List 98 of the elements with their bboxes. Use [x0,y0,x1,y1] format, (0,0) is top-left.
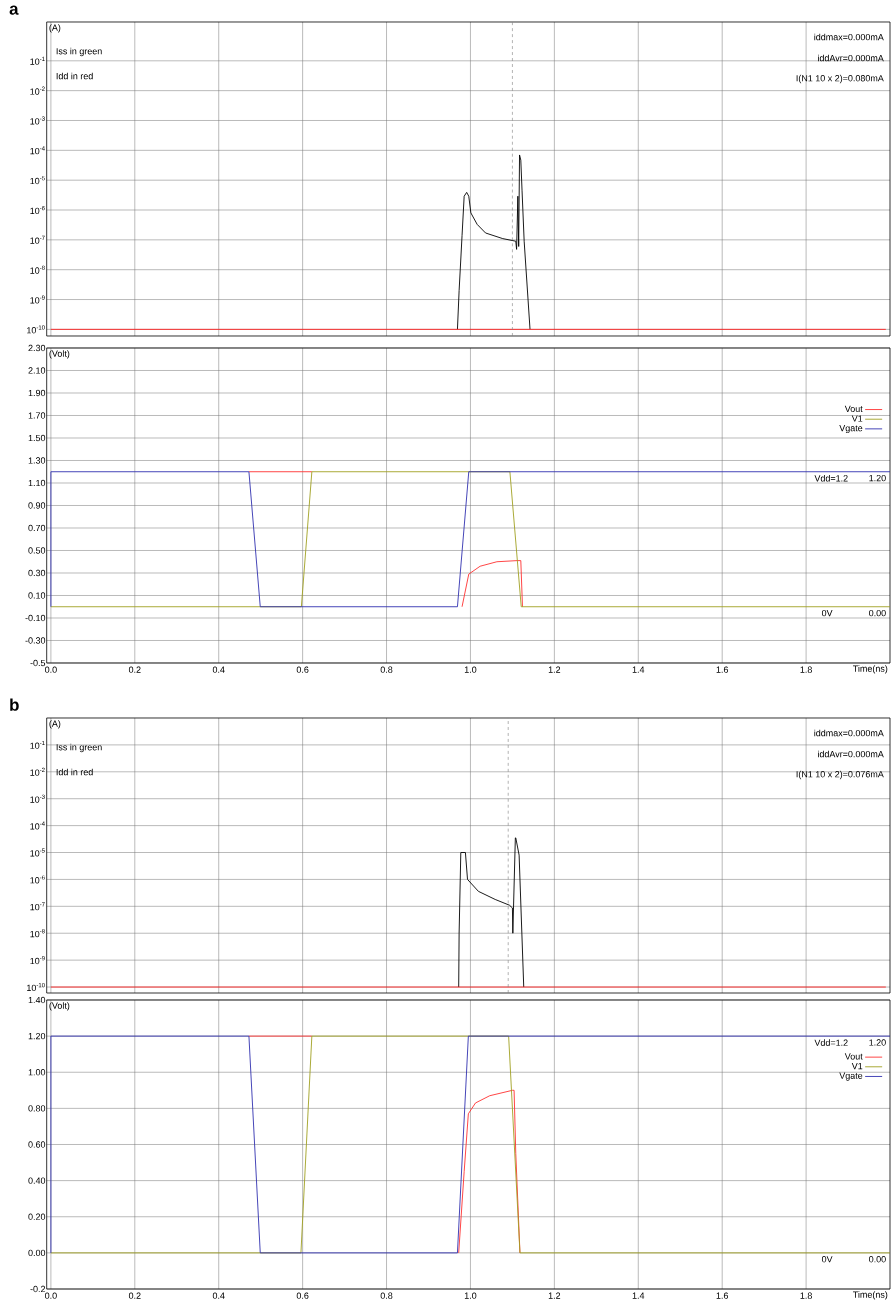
y-tick-label: 10$^{-10}$ [27,325,45,334]
y-tick-label: 1.50 [28,434,46,442]
annotation: Vdd=1.2 [814,474,848,482]
annotation: I(N1 10 x 2)=0.076mA [796,770,884,780]
x-tick-label: 0.6 [296,1292,309,1299]
x-tick-label: 0.4 [212,1292,225,1299]
annotation: 0.00 [869,609,886,617]
annotation: Idd in red [56,72,93,80]
line-series [458,837,525,988]
y-tick-label: 1.00 [28,1069,46,1076]
chart-title: a [9,5,19,15]
y-tick-label: 10$^{-7}$ [30,902,45,911]
annotation: iddmax=0.000mA [814,33,884,41]
y-tick-label: 1.70 [28,412,46,419]
y-axis-title: (A) [49,24,61,33]
x-axis-title: Time(ns) [852,665,888,674]
y-tick-label: 1.10 [28,479,46,487]
y-tick-label: 10$^{-2}$ [30,86,45,95]
y-tick-label: 10$^{-1}$ [30,56,45,65]
y-tick-label: -0.2 [30,1285,46,1293]
y-tick-label: 1.90 [28,389,46,397]
y-tick-label: 10$^{-3}$ [30,116,45,125]
annotation: 1.20 [869,1039,886,1046]
y-tick-label: 10$^{-7}$ [30,235,45,244]
x-tick-label: 1.0 [464,1292,477,1299]
legend-label: Vgate [839,425,863,434]
y-tick-label: 10$^{-10}$ [27,983,45,992]
y-tick-label: 1.30 [28,457,46,464]
annotation: 0V [821,1256,833,1263]
annotation: 1.20 [869,474,886,482]
annotation: iddAvr=0.000mA [818,54,884,62]
y-tick-label: 1.40 [28,996,46,1004]
x-tick-label: 0.6 [296,666,309,673]
x-tick-label: 1.6 [716,1292,729,1299]
x-tick-label: 0.2 [128,1292,141,1299]
y-tick-label: 0.90 [28,502,46,509]
y-tick-label: -0.30 [25,637,46,644]
y-tick-label: 10$^{-9}$ [30,956,45,965]
x-tick-label: 1.8 [800,666,812,673]
x-tick-label: 0.0 [45,1292,57,1299]
annotation: iddAvr=0.000mA [818,750,884,758]
y-tick-label: -0.10 [25,614,46,622]
annotation: 0.00 [869,1256,886,1263]
y-tick-label: 0.30 [28,569,46,577]
x-tick-label: 1.6 [716,666,729,673]
y-tick-label: 10$^{-8}$ [30,265,45,274]
legend-label: Vgate [839,1072,863,1081]
annotation: iddmax=0.000mA [814,729,884,737]
y-axis-title: (Volt) [49,350,70,359]
line-series [457,154,531,330]
y-tick-label: 10$^{-9}$ [30,295,45,304]
legend-label: V1 [851,1062,863,1070]
y-tick-label: 0.70 [28,524,46,532]
x-tick-label: 0.4 [212,666,225,673]
y-tick-label: 0.10 [28,592,46,599]
x-tick-label: 1.4 [632,666,645,673]
y-tick-label: 0.40 [28,1177,46,1184]
annotation: Iss in green [56,743,102,753]
legend-label: Vout [844,1053,863,1060]
x-tick-label: 1.0 [464,666,477,673]
y-tick-label: -0.5 [30,659,46,667]
legend-label: Vout [844,405,863,412]
annotation: Iss in green [56,47,102,57]
annotation: Idd in red [56,768,93,776]
annotation: Vdd=1.2 [814,1039,848,1046]
annotation: I(N1 10 x 2)=0.080mA [796,74,884,84]
y-tick-label: 2.30 [28,344,46,352]
x-tick-label: 0.8 [380,666,393,673]
x-tick-label: 1.8 [800,1292,812,1299]
y-tick-label: 1.20 [28,1032,46,1040]
y-axis-title: (A) [49,720,61,729]
y-tick-label: 0.00 [28,1249,46,1257]
x-axis-title: Time(ns) [852,1291,888,1300]
legend-label: V1 [851,415,863,422]
x-tick-label: 0.8 [380,1292,393,1299]
y-tick-label: 10$^{-8}$ [30,929,45,938]
x-tick-label: 1.2 [548,666,561,673]
y-tick-label: 10$^{-4}$ [30,821,45,830]
y-tick-label: 2.10 [28,367,46,374]
y-axis-title: (Volt) [49,1002,70,1011]
y-tick-label: 0.50 [28,547,46,554]
y-tick-label: 0.60 [28,1141,46,1148]
x-tick-label: 1.4 [632,1292,645,1299]
y-tick-label: 10$^{-3}$ [30,794,45,803]
x-tick-label: 0.2 [128,666,141,673]
y-tick-label: 10$^{-6}$ [30,205,45,215]
y-tick-label: 10$^{-1}$ [30,740,45,749]
y-tick-label: 10$^{-6}$ [30,875,45,884]
x-tick-label: 0.0 [45,666,57,673]
x-tick-label: 1.2 [548,1292,561,1299]
chart-title: b [10,698,19,711]
y-tick-label: 0.20 [28,1213,46,1220]
y-tick-label: 10$^{-5}$ [30,176,45,185]
y-tick-label: 10$^{-2}$ [30,767,45,776]
annotation: 0V [821,609,833,617]
y-tick-label: 10$^{-4}$ [30,146,45,155]
y-tick-label: 10$^{-5}$ [30,848,45,857]
y-tick-label: 0.80 [28,1105,46,1112]
